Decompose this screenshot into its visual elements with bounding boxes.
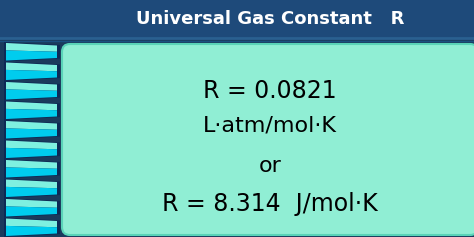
Polygon shape <box>6 148 57 158</box>
Polygon shape <box>4 100 60 120</box>
Text: R = 0.0821: R = 0.0821 <box>203 78 337 102</box>
Text: Universal Gas Constant   R: Universal Gas Constant R <box>136 10 404 28</box>
Polygon shape <box>4 218 60 237</box>
Polygon shape <box>6 89 57 100</box>
FancyBboxPatch shape <box>62 44 474 235</box>
Polygon shape <box>6 109 57 119</box>
Polygon shape <box>4 81 60 100</box>
Polygon shape <box>6 121 57 130</box>
Polygon shape <box>4 42 60 61</box>
Polygon shape <box>6 50 57 60</box>
Text: or: or <box>258 156 282 176</box>
Polygon shape <box>4 198 60 218</box>
Text: L·atm/mol·K: L·atm/mol·K <box>203 115 337 136</box>
Polygon shape <box>6 101 57 110</box>
Polygon shape <box>6 199 57 208</box>
Polygon shape <box>6 63 57 71</box>
Polygon shape <box>6 167 57 178</box>
Polygon shape <box>4 120 60 140</box>
Polygon shape <box>6 70 57 80</box>
Polygon shape <box>6 128 57 138</box>
Polygon shape <box>6 141 57 149</box>
Polygon shape <box>6 226 57 236</box>
Polygon shape <box>6 160 57 169</box>
Text: R = 8.314  J/mol·K: R = 8.314 J/mol·K <box>162 192 378 216</box>
Bar <box>0 0 474 38</box>
Polygon shape <box>6 219 57 227</box>
Polygon shape <box>6 82 57 91</box>
Polygon shape <box>4 159 60 178</box>
Polygon shape <box>6 206 57 217</box>
Polygon shape <box>6 43 57 52</box>
Polygon shape <box>6 179 57 188</box>
Polygon shape <box>4 140 60 159</box>
Polygon shape <box>6 187 57 197</box>
Polygon shape <box>4 61 60 81</box>
Polygon shape <box>4 178 60 198</box>
